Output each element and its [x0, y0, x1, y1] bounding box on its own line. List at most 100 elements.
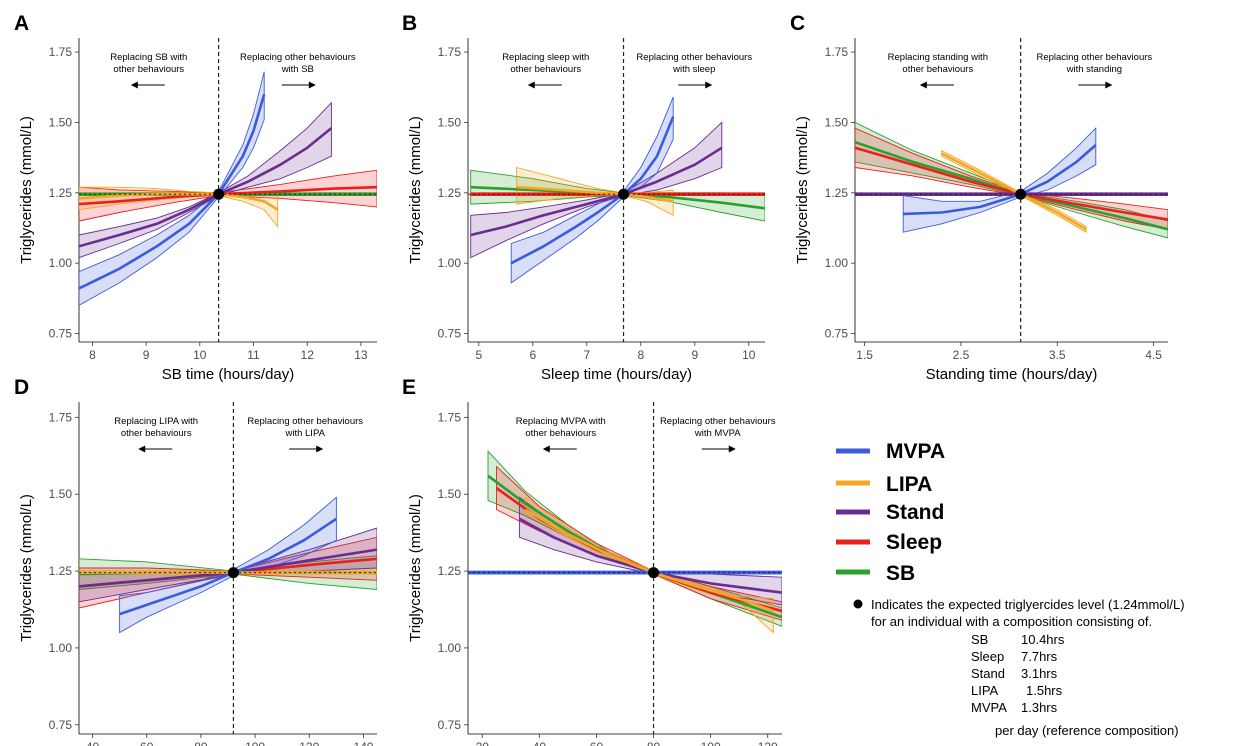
- annotation-left-line: Replacing MVPA with: [516, 416, 606, 427]
- y-tick-label: 0.75: [49, 327, 73, 341]
- annotation-right-line: Replacing other behaviours: [247, 416, 363, 427]
- composition-value-lipa: 1.5hrs: [1026, 683, 1063, 698]
- y-tick-label: 1.50: [49, 115, 73, 129]
- y-tick-label: 1.50: [438, 487, 462, 501]
- series-line-mvpa: [79, 93, 266, 290]
- arrow-right-icon: [705, 81, 713, 89]
- panel-label-c: C: [790, 12, 805, 35]
- ci-band-lipa: [524, 496, 774, 634]
- panel-c: C 0.75 1.00 1.25 1.50 1.75 1.5 2.5 3.5 4.5 Standin…: [790, 12, 1168, 383]
- annotation-right-line: with LIPA: [284, 428, 325, 439]
- x-tick-label: 8: [89, 348, 96, 362]
- y-tick-label: 0.75: [49, 718, 73, 732]
- y-tick-label: 1.25: [49, 564, 73, 578]
- y-tick-label: 1.25: [49, 186, 73, 200]
- reference-point: [1015, 188, 1027, 200]
- x-tick-label: 80: [194, 740, 208, 746]
- annotation-right-line: with SB: [281, 64, 314, 75]
- y-tick-label: 1.50: [825, 115, 849, 129]
- y-tick-label: 1.75: [438, 410, 462, 424]
- y-tick-label: 1.25: [825, 186, 849, 200]
- y-axis-title: Triglycerides (mmol/L): [18, 494, 35, 642]
- composition-label-stand: Stand: [971, 666, 1005, 681]
- composition-value-sleep: 7.7hrs: [1021, 649, 1058, 664]
- annotation-left-line: other behaviours: [510, 64, 581, 75]
- annotation-right-line: with MVPA: [694, 428, 741, 439]
- y-tick-label: 0.75: [438, 718, 462, 732]
- note-line-2: for an individual with a composition con…: [871, 614, 1152, 629]
- annotation-left-line: other behaviours: [113, 64, 184, 75]
- arrow-left-icon: [919, 81, 927, 89]
- x-tick-label: 13: [354, 348, 368, 362]
- x-axis-title: Standing time (hours/day): [926, 366, 1098, 383]
- annotation-left-line: other behaviours: [121, 428, 192, 439]
- series-line-mvpa: [119, 517, 338, 616]
- y-tick-label: 1.75: [825, 45, 849, 59]
- x-tick-label: 11: [247, 348, 260, 362]
- annotation-left-line: other behaviours: [902, 64, 973, 75]
- x-tick-label: 140: [353, 740, 373, 746]
- arrow-right-icon: [308, 81, 316, 89]
- annotation-left-line: Replacing LIPA with: [114, 416, 198, 427]
- arrow-left-icon: [130, 81, 138, 89]
- ci-band-mvpa: [510, 96, 674, 284]
- series-line-mvpa: [510, 116, 675, 265]
- annotation-right-line: with standing: [1066, 64, 1122, 75]
- ci-band-stand: [470, 121, 723, 259]
- x-tick-label: 60: [140, 740, 154, 746]
- ci-band-mvpa: [79, 71, 265, 306]
- x-tick-label: 9: [691, 348, 698, 362]
- plot-area: [468, 450, 782, 634]
- annotation-right-line: with sleep: [672, 64, 715, 75]
- ci-band-sleep: [855, 127, 1168, 230]
- composition-value-mvpa: 1.3hrs: [1021, 700, 1058, 715]
- y-axis-title: Triglycerides (mmol/L): [407, 116, 424, 264]
- panel-label-e: E: [402, 376, 416, 399]
- x-tick-label: 120: [299, 740, 319, 746]
- x-tick-label: 5: [475, 348, 482, 362]
- ci-band-mvpa: [902, 126, 1097, 233]
- x-tick-label: 10: [193, 348, 207, 362]
- x-tick-label: 120: [758, 740, 778, 746]
- panel-e: E0.751.001.251.501.7520406080100120MVPA …: [402, 376, 782, 746]
- y-tick-label: 1.00: [438, 256, 462, 270]
- note-line-1: Indicates the expected triglyercides lev…: [871, 597, 1185, 612]
- y-tick-label: 1.75: [49, 410, 73, 424]
- series-line-stand: [470, 146, 723, 237]
- x-tick-label: 80: [647, 740, 661, 746]
- y-tick-label: 1.75: [49, 45, 73, 59]
- arrow-right-icon: [1105, 81, 1113, 89]
- ci-band-lipa: [79, 186, 279, 228]
- x-tick-label: 9: [143, 348, 150, 362]
- x-tick-label: 10: [742, 348, 756, 362]
- x-tick-label: 6: [529, 348, 536, 362]
- note-footer: per day (reference composition): [995, 723, 1179, 738]
- y-tick-label: 1.00: [438, 641, 462, 655]
- legend-label-sb: SB: [886, 562, 915, 585]
- series-line-stand: [518, 517, 782, 594]
- composition-label-mvpa: MVPA: [971, 700, 1007, 715]
- reference-point: [227, 567, 239, 579]
- legend-label-lipa: LIPA: [886, 473, 932, 496]
- annotation-right-line: Replacing other behaviours: [660, 416, 776, 427]
- plot-area: [79, 496, 377, 634]
- annotation-left-line: other behaviours: [525, 428, 596, 439]
- x-tick-label: 40: [533, 740, 547, 746]
- x-axis-title: Sleep time (hours/day): [541, 366, 692, 383]
- plot-area: [470, 96, 765, 284]
- x-tick-label: 4.5: [1145, 348, 1162, 362]
- plot-area: [855, 121, 1168, 239]
- y-tick-label: 0.75: [438, 327, 462, 341]
- arrow-left-icon: [138, 445, 146, 453]
- arrow-left-icon: [542, 445, 550, 453]
- y-tick-label: 1.25: [438, 186, 462, 200]
- arrow-right-icon: [316, 445, 324, 453]
- reference-point-marker: [853, 599, 863, 609]
- annotation-left-line: Replacing sleep with: [502, 52, 589, 63]
- arrow-left-icon: [527, 81, 535, 89]
- x-tick-label: 8: [637, 348, 644, 362]
- arrow-right-icon: [728, 445, 736, 453]
- x-axis-title: SB time (hours/day): [162, 366, 295, 383]
- y-tick-label: 1.50: [438, 115, 462, 129]
- x-tick-label: 2.5: [953, 348, 970, 362]
